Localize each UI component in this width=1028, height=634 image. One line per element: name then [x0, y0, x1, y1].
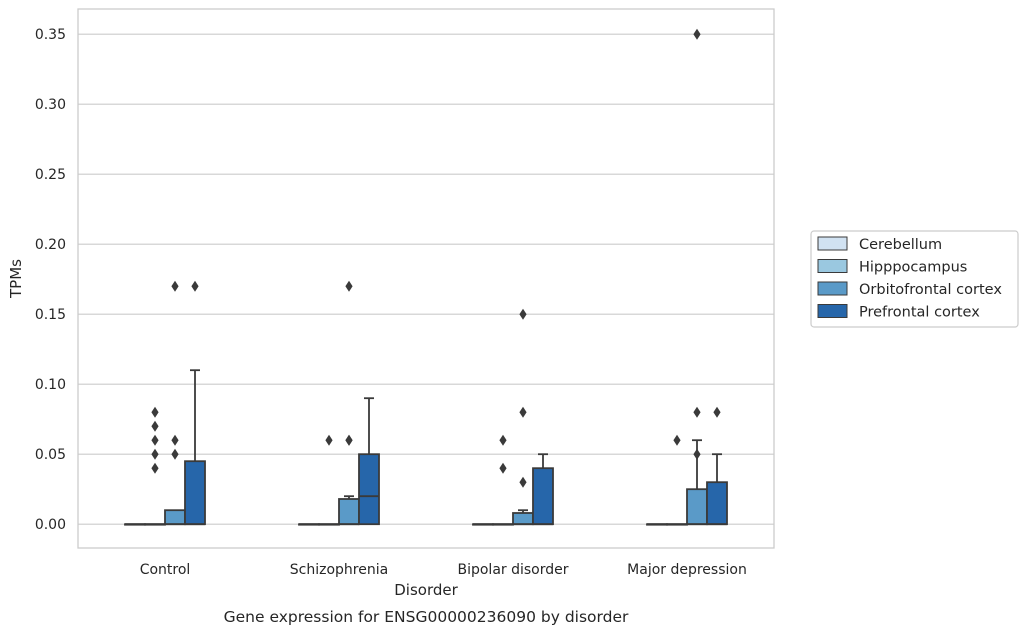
- outlier-point: [191, 280, 199, 292]
- y-tick-label: 0.20: [35, 237, 66, 253]
- x-axis-label: Disorder: [394, 581, 458, 599]
- box-body: [706, 481, 728, 526]
- outlier-point: [171, 448, 179, 460]
- legend-swatch: [817, 259, 848, 273]
- box-body: [512, 512, 534, 526]
- legend-label: Hipppocampus: [859, 260, 967, 276]
- outlier-point: [693, 448, 701, 460]
- legend: Cerebellum Hipppocampus Orbitofrontal cort…: [810, 230, 1019, 328]
- plot-area-frame: [77, 8, 775, 549]
- box-2-2: [512, 308, 534, 526]
- x-tick-label: Schizophrenia: [290, 562, 388, 578]
- legend-swatch: [817, 236, 848, 251]
- legend-label: Orbitofrontal cortex: [859, 282, 1002, 298]
- legend-swatch: [817, 304, 848, 318]
- box-3-3: [706, 406, 728, 526]
- outlier-point: [519, 476, 527, 488]
- box-1-3: [666, 434, 688, 526]
- legend-label: Cerebellum: [859, 237, 942, 253]
- box-0-1: [298, 523, 320, 526]
- y-axis-label: TPMs: [7, 259, 25, 299]
- outlier-point: [499, 462, 507, 474]
- box-body: [686, 488, 708, 526]
- y-tick-label: 0.10: [35, 377, 66, 393]
- box-2-1: [338, 280, 360, 526]
- box-1-2: [492, 434, 514, 526]
- box-1-0: [144, 406, 166, 526]
- box-3-1: [358, 397, 380, 526]
- box-body: [532, 467, 554, 526]
- y-tick-labels: 0.00 0.05 0.10 0.15 0.20 0.25 0.30 0.35: [35, 27, 66, 533]
- outlier-point: [519, 308, 527, 320]
- y-tick-label: 0.35: [35, 27, 66, 43]
- legend-swatch: [817, 281, 848, 296]
- outlier-point: [151, 434, 159, 446]
- outlier-point: [519, 406, 527, 418]
- outlier-point: [151, 462, 159, 474]
- outlier-point: [171, 434, 179, 446]
- y-tick-label: 0.00: [35, 517, 66, 533]
- outlier-point: [171, 280, 179, 292]
- box-0-3: [646, 523, 668, 526]
- box-body: [164, 509, 186, 526]
- y-tick-label: 0.30: [35, 97, 66, 113]
- outlier-point: [673, 434, 681, 446]
- legend-label: Prefrontal cortex: [859, 305, 980, 321]
- box-2-3: [686, 28, 708, 526]
- x-tick-labels: Control Schizophrenia Bipolar disorder Majo…: [140, 562, 747, 578]
- box-1-1: [318, 434, 340, 526]
- outlier-point: [325, 434, 333, 446]
- chart-caption: Gene expression for ENSG00000236090 by d…: [224, 608, 629, 626]
- x-tick-label: Major depression: [627, 562, 747, 578]
- y-tick-label: 0.25: [35, 167, 66, 183]
- box-series: [124, 28, 728, 526]
- box-body: [358, 453, 380, 526]
- outlier-point: [345, 434, 353, 446]
- outlier-point: [693, 406, 701, 418]
- y-tick-label: 0.05: [35, 447, 66, 463]
- outlier-point: [151, 448, 159, 460]
- box-body: [184, 460, 206, 526]
- outlier-point: [499, 434, 507, 446]
- outlier-point: [345, 280, 353, 292]
- box-3-0: [184, 280, 206, 526]
- box-0-2: [472, 523, 494, 526]
- outlier-point: [693, 28, 701, 40]
- box-body: [338, 498, 360, 526]
- box-0-0: [124, 523, 146, 526]
- x-tick-label: Control: [140, 562, 191, 578]
- outlier-point: [151, 420, 159, 432]
- y-tick-label: 0.15: [35, 307, 66, 323]
- box-3-2: [532, 453, 554, 526]
- box-2-0: [164, 280, 186, 526]
- gridlines: [78, 33, 774, 525]
- outlier-point: [713, 406, 721, 418]
- legend-frame: [810, 230, 1019, 328]
- x-tick-label: Bipolar disorder: [457, 562, 568, 578]
- outlier-point: [151, 406, 159, 418]
